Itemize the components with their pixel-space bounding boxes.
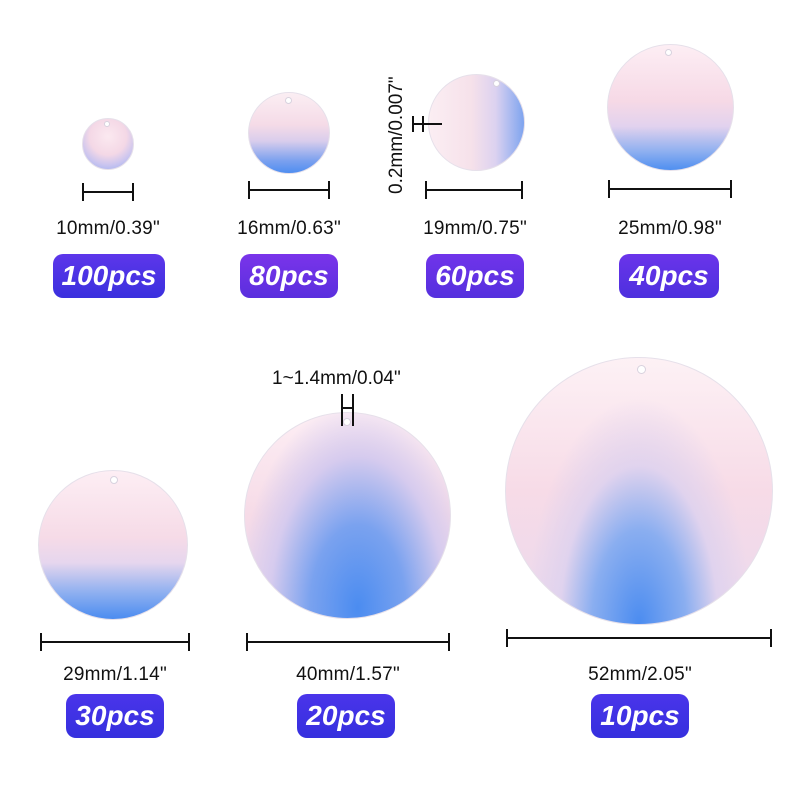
dimension-line-52mm — [506, 629, 772, 647]
size-label-19mm: 19mm/0.75" — [423, 218, 527, 239]
sequin-19mm — [428, 74, 525, 171]
quantity-badge-40pcs: 40pcs — [619, 254, 719, 298]
quantity-badge-80pcs: 80pcs — [240, 254, 338, 298]
quantity-badge-10pcs: 10pcs — [591, 694, 689, 738]
sequin-25mm — [607, 44, 734, 171]
sequin-40mm — [244, 412, 451, 619]
dimension-line-16mm — [248, 181, 330, 199]
quantity-badge-60pcs: 60pcs — [426, 254, 524, 298]
dimension-line-29mm — [40, 633, 190, 651]
hanging-hole — [493, 80, 500, 87]
size-label-29mm: 29mm/1.14" — [63, 664, 167, 685]
hanging-hole — [104, 121, 110, 127]
dimension-line-19mm — [425, 181, 523, 199]
sequin-52mm — [505, 357, 773, 625]
sequin-16mm — [248, 92, 330, 174]
hanging-hole — [110, 476, 118, 484]
dimension-line-10mm — [82, 183, 134, 201]
thickness-tick — [341, 407, 354, 409]
quantity-badge-100pcs: 100pcs — [53, 254, 165, 298]
thickness-label-large: 1~1.4mm/0.04" — [272, 368, 401, 389]
thickness-tick — [352, 394, 354, 426]
hanging-hole — [665, 49, 672, 56]
dimension-line-25mm — [608, 180, 732, 198]
hanging-hole — [637, 365, 646, 374]
thickness-tick — [412, 123, 442, 125]
size-label-10mm: 10mm/0.39" — [56, 218, 160, 239]
quantity-badge-30pcs: 30pcs — [66, 694, 164, 738]
hanging-hole — [285, 97, 292, 104]
thickness-label-small: 0.2mm/0.007" — [386, 76, 407, 194]
hanging-hole — [343, 418, 351, 426]
size-label-52mm: 52mm/2.05" — [588, 664, 692, 685]
quantity-badge-20pcs: 20pcs — [297, 694, 395, 738]
sequin-29mm — [38, 470, 188, 620]
size-label-16mm: 16mm/0.63" — [237, 218, 341, 239]
size-label-40mm: 40mm/1.57" — [296, 664, 400, 685]
thickness-tick — [341, 394, 343, 426]
dimension-line-40mm — [246, 633, 450, 651]
size-label-25mm: 25mm/0.98" — [618, 218, 722, 239]
